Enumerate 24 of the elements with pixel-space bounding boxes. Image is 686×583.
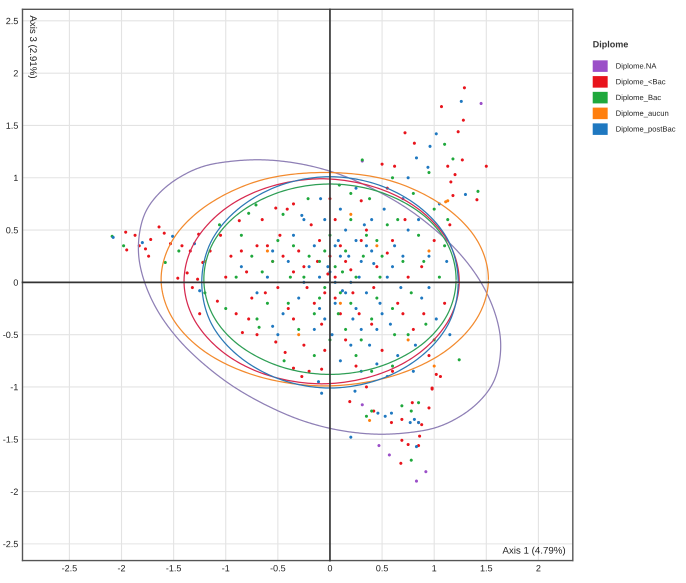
x-tick-label: -0.5 bbox=[270, 565, 286, 572]
y-tick-label: 2 bbox=[14, 70, 18, 76]
y-axis-title: Axis 3 (2.91%) bbox=[28, 15, 38, 78]
x-tick-label: 1 bbox=[432, 565, 436, 572]
x-tick-label: -2 bbox=[118, 565, 126, 572]
y-tick-label: -0.5 bbox=[3, 332, 18, 338]
y-tick-label: 1.5 bbox=[6, 122, 18, 129]
x-tick-label: 0 bbox=[328, 565, 332, 572]
y-tick-label: -2.5 bbox=[3, 540, 18, 548]
y-tick-label: 1 bbox=[14, 174, 18, 182]
x-axis-title: Axis 1 (4.79%) bbox=[502, 546, 566, 556]
y-tick-label: 0 bbox=[14, 279, 18, 286]
y-tick-label: -2 bbox=[10, 488, 18, 495]
y-tick-label: 0.5 bbox=[6, 227, 18, 234]
x-tick-label: -2.5 bbox=[62, 565, 77, 572]
legend-title: Diplome bbox=[593, 40, 628, 50]
y-tick-label: 2.5 bbox=[6, 18, 18, 24]
y-tick-label: -1 bbox=[10, 384, 18, 390]
x-tick-label: 2 bbox=[536, 565, 540, 572]
x-tick-label: -1 bbox=[222, 565, 230, 572]
y-tick-label: -1.5 bbox=[3, 436, 18, 443]
x-tick-label: 0.5 bbox=[376, 565, 388, 572]
x-tick-label: 1.5 bbox=[480, 565, 492, 572]
x-tick-label: -1.5 bbox=[166, 565, 182, 572]
